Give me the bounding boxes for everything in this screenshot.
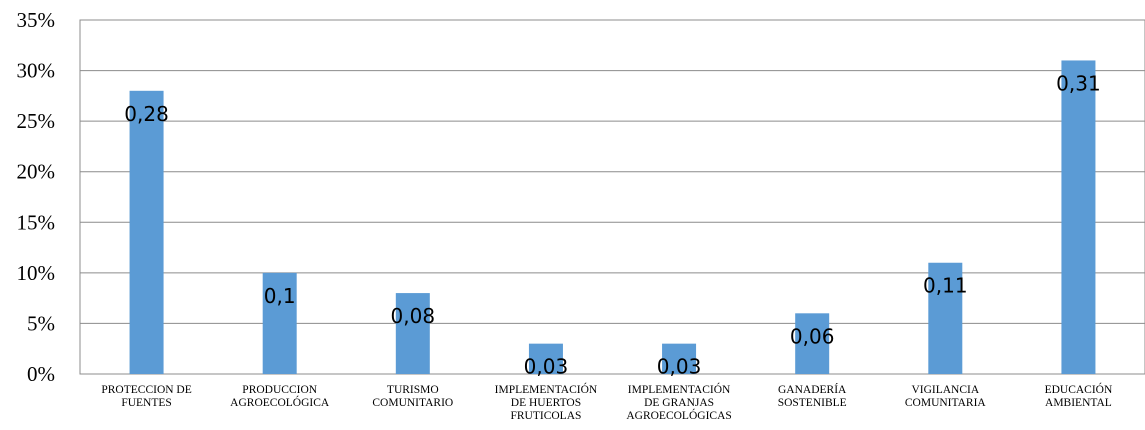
data-label: 0,1 xyxy=(264,284,296,308)
data-label: 0,08 xyxy=(391,304,436,328)
data-label: 0,03 xyxy=(524,355,569,379)
x-tick-label: GANADERÍA SOSTENIBLE xyxy=(778,382,847,409)
x-tick-label: EDUCACIÓN AMBIENTAL xyxy=(1045,382,1113,409)
x-tick-label: TURISMO COMUNITARIO xyxy=(372,384,453,409)
bar xyxy=(795,313,830,374)
x-tick-label: PROTECCION DE FUENTES xyxy=(101,384,191,409)
bar xyxy=(1061,60,1096,374)
bar xyxy=(928,262,963,374)
data-label: 0,06 xyxy=(790,324,835,348)
bar xyxy=(395,293,430,374)
data-labels: 0,28 0,1 0,08 0,03 0,03 0,06 0,11 0,31 xyxy=(124,71,1100,378)
x-tick-label: PRODUCCION AGROECOLÓGICA xyxy=(230,384,330,409)
y-tick-label: 30% xyxy=(17,59,56,83)
bar xyxy=(528,343,563,374)
data-label: 0,11 xyxy=(923,274,968,298)
plot-frame xyxy=(79,19,1145,375)
bar xyxy=(262,272,297,374)
x-tick-label: IMPLEMENTACIÓN DE HUERTOS FRUTICOLAS xyxy=(495,382,598,422)
data-label: 0,03 xyxy=(657,355,702,379)
x-tick-label: VIGILANCIA COMUNITARIA xyxy=(905,384,987,409)
x-axis: PROTECCION DE FUENTES PRODUCCION AGROECOLÓG… xyxy=(101,382,1113,422)
y-axis: 0% 5% 10% 15% 20% 25% 30% 35% xyxy=(17,8,56,386)
bar xyxy=(662,343,697,374)
y-tick-label: 15% xyxy=(17,210,56,234)
y-tick-label: 5% xyxy=(27,311,55,335)
y-tick-label: 35% xyxy=(17,8,56,32)
x-tick-label: IMPLEMENTACIÓN DE GRANJAS AGROECOLÓGICAS xyxy=(626,382,731,422)
data-label: 0,28 xyxy=(124,102,169,126)
y-tick-label: 20% xyxy=(17,160,56,184)
y-tick-label: 25% xyxy=(17,109,56,133)
gridlines xyxy=(80,70,1145,324)
bars xyxy=(129,60,1096,375)
data-label: 0,31 xyxy=(1056,71,1101,95)
bar xyxy=(129,90,164,375)
y-tick-label: 10% xyxy=(17,261,56,285)
y-tick-label: 0% xyxy=(27,362,55,386)
